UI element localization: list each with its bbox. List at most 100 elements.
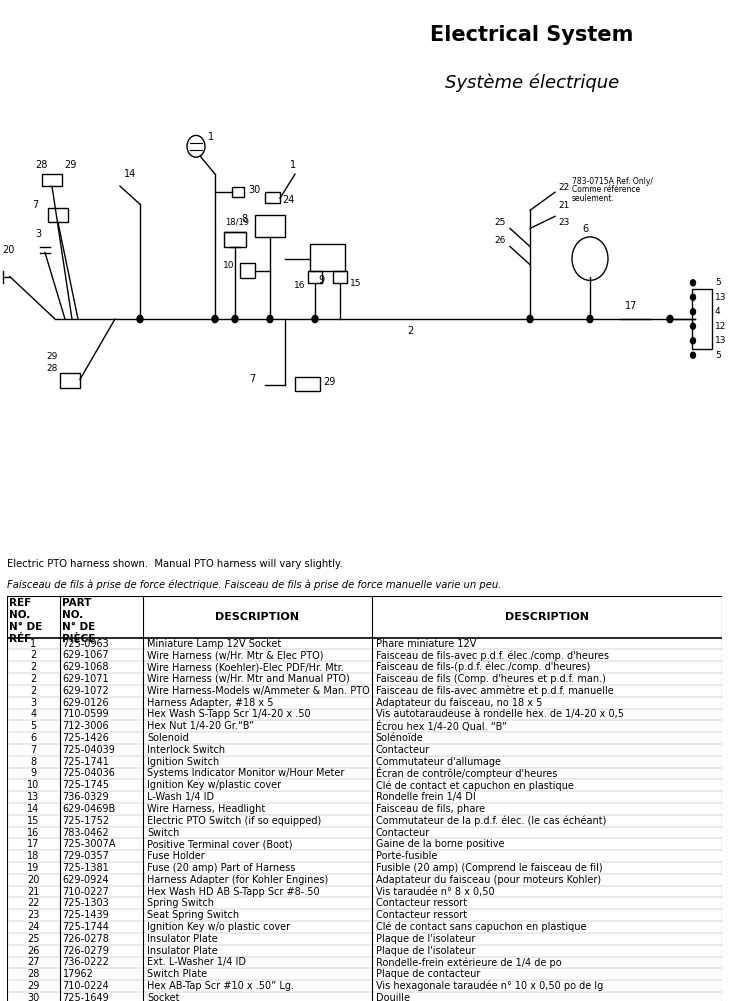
Text: Hex Wash S-Tapp Scr 1/4-20 x .50: Hex Wash S-Tapp Scr 1/4-20 x .50 [147,710,311,720]
Text: 736-0222: 736-0222 [63,958,109,967]
Text: Seat Spring Switch: Seat Spring Switch [147,910,239,920]
Text: 29: 29 [47,352,58,361]
Text: 13: 13 [27,792,39,802]
Text: Adaptateur du faisceau (pour moteurs Kohler): Adaptateur du faisceau (pour moteurs Koh… [375,875,601,885]
Text: 5: 5 [715,278,721,287]
Text: Système électrique: Système électrique [445,74,620,92]
Text: Wire Harness-Models w/Ammeter & Man. PTO: Wire Harness-Models w/Ammeter & Man. PTO [147,686,370,696]
Text: seulement.: seulement. [572,193,615,202]
Text: Wire Harness (Koehler)-Elec PDF/Hr. Mtr.: Wire Harness (Koehler)-Elec PDF/Hr. Mtr. [147,663,344,672]
Text: 729-0357: 729-0357 [63,851,109,861]
Circle shape [212,315,218,322]
Text: PART
NO.
N° DE
PIÈCE: PART NO. N° DE PIÈCE [62,598,95,644]
Text: 27: 27 [27,958,39,967]
Text: 22: 22 [27,899,39,908]
Text: Wire Harness (w/Hr. Mtr & Elec PTO): Wire Harness (w/Hr. Mtr & Elec PTO) [147,651,324,661]
Bar [42,174,62,186]
Bar [308,270,322,282]
Text: Faisceau de fils-(p.d.f. élec./comp. d'heures): Faisceau de fils-(p.d.f. élec./comp. d'h… [375,662,590,673]
Text: Plaque de l'isolateur: Plaque de l'isolateur [375,934,475,944]
Text: 3: 3 [31,698,36,708]
Text: Fusible (20 amp) (Comprend le faisceau de fil): Fusible (20 amp) (Comprend le faisceau d… [375,863,602,873]
Text: Miniature Lamp 12V Socket: Miniature Lamp 12V Socket [147,639,281,649]
Text: Socket: Socket [147,993,179,1001]
Text: Comme référence: Comme référence [572,185,640,194]
Text: 710-0599: 710-0599 [63,710,109,720]
Bar [692,289,712,349]
Text: Contacteur: Contacteur [375,745,430,755]
Text: Vis hexagonale taraudée n° 10 x 0,50 po de lg: Vis hexagonale taraudée n° 10 x 0,50 po … [375,981,603,991]
Text: 710-0224: 710-0224 [63,981,109,991]
Text: 18: 18 [27,851,39,861]
Text: 2: 2 [31,686,36,696]
Text: 725-1752: 725-1752 [63,816,110,826]
Text: 710-0227: 710-0227 [63,887,109,897]
Text: 725-1744: 725-1744 [63,922,109,932]
Text: 726-0279: 726-0279 [63,946,109,956]
Text: Contacteur ressort: Contacteur ressort [375,899,467,908]
Text: Gaine de la borne positive: Gaine de la borne positive [375,840,504,849]
Text: 725-04036: 725-04036 [63,769,115,779]
Text: Phare miniature 12V: Phare miniature 12V [375,639,476,649]
Text: 10: 10 [222,261,234,270]
Text: L-Wash 1/4 ID: L-Wash 1/4 ID [147,792,214,802]
Circle shape [137,315,143,322]
Text: 725-1303: 725-1303 [63,899,109,908]
Text: 26: 26 [494,236,506,245]
Text: Harness Adapter (for Kohler Engines): Harness Adapter (for Kohler Engines) [147,875,328,885]
Bar [224,232,246,246]
Text: Contacteur: Contacteur [375,828,430,838]
Text: 10: 10 [27,781,39,790]
Text: Faisceau de fils, phare: Faisceau de fils, phare [375,804,485,814]
Text: 9: 9 [31,769,36,779]
Text: 23: 23 [27,910,39,920]
Text: 5: 5 [31,722,36,731]
Circle shape [690,337,695,343]
Bar [232,187,244,197]
Bar [240,263,255,278]
Bar [265,192,280,203]
Bar [310,244,345,270]
Text: 726-0278: 726-0278 [63,934,109,944]
Text: 4: 4 [31,710,36,720]
Text: Contacteur ressort: Contacteur ressort [375,910,467,920]
Text: 629-1071: 629-1071 [63,674,109,684]
Text: 712-3006: 712-3006 [63,722,109,731]
Text: Systems Indicator Monitor w/Hour Meter: Systems Indicator Monitor w/Hour Meter [147,769,345,779]
Bar [255,215,285,237]
Text: Hex AB-Tap Scr #10 x .50” Lg.: Hex AB-Tap Scr #10 x .50” Lg. [147,981,295,991]
Text: 725-3007A: 725-3007A [63,840,116,849]
Text: 24: 24 [282,195,295,205]
Circle shape [527,315,533,322]
Text: 8: 8 [242,214,248,224]
Text: Faisceau de fils-avec ammètre et p.d.f. manuelle: Faisceau de fils-avec ammètre et p.d.f. … [375,686,613,696]
Bar [48,208,68,222]
Circle shape [312,315,318,322]
Text: 629-1068: 629-1068 [63,663,109,672]
Text: Écrou hex 1/4-20 Qual. “B”: Écrou hex 1/4-20 Qual. “B” [375,721,507,732]
Text: Interlock Switch: Interlock Switch [147,745,225,755]
Text: 725-1426: 725-1426 [63,733,109,743]
Circle shape [690,308,695,314]
Text: Ext. L-Washer 1/4 ID: Ext. L-Washer 1/4 ID [147,958,246,967]
Text: 2: 2 [31,663,36,672]
Text: 8: 8 [31,757,36,767]
Text: 21: 21 [27,887,39,897]
Bar [295,377,320,391]
Text: 19: 19 [27,863,39,873]
Text: 2: 2 [31,651,36,661]
Text: 6: 6 [582,224,588,234]
Text: 2: 2 [407,325,413,335]
Text: Clé de contact sans capuchon en plastique: Clé de contact sans capuchon en plastiqu… [375,922,586,932]
Text: 2: 2 [31,674,36,684]
Text: Electric PTO harness shown.  Manual PTO harness will vary slightly.: Electric PTO harness shown. Manual PTO h… [7,560,343,569]
Circle shape [587,315,593,322]
Text: 26: 26 [27,946,39,956]
Text: 725-04039: 725-04039 [63,745,115,755]
Text: Hex Nut 1/4-20 Gr.“B”: Hex Nut 1/4-20 Gr.“B” [147,722,254,731]
Text: Insulator Plate: Insulator Plate [147,946,218,956]
Circle shape [690,323,695,329]
Text: DESCRIPTION: DESCRIPTION [215,612,300,622]
Text: Adaptateur du faisceau, no 18 x 5: Adaptateur du faisceau, no 18 x 5 [375,698,542,708]
Circle shape [232,315,238,322]
